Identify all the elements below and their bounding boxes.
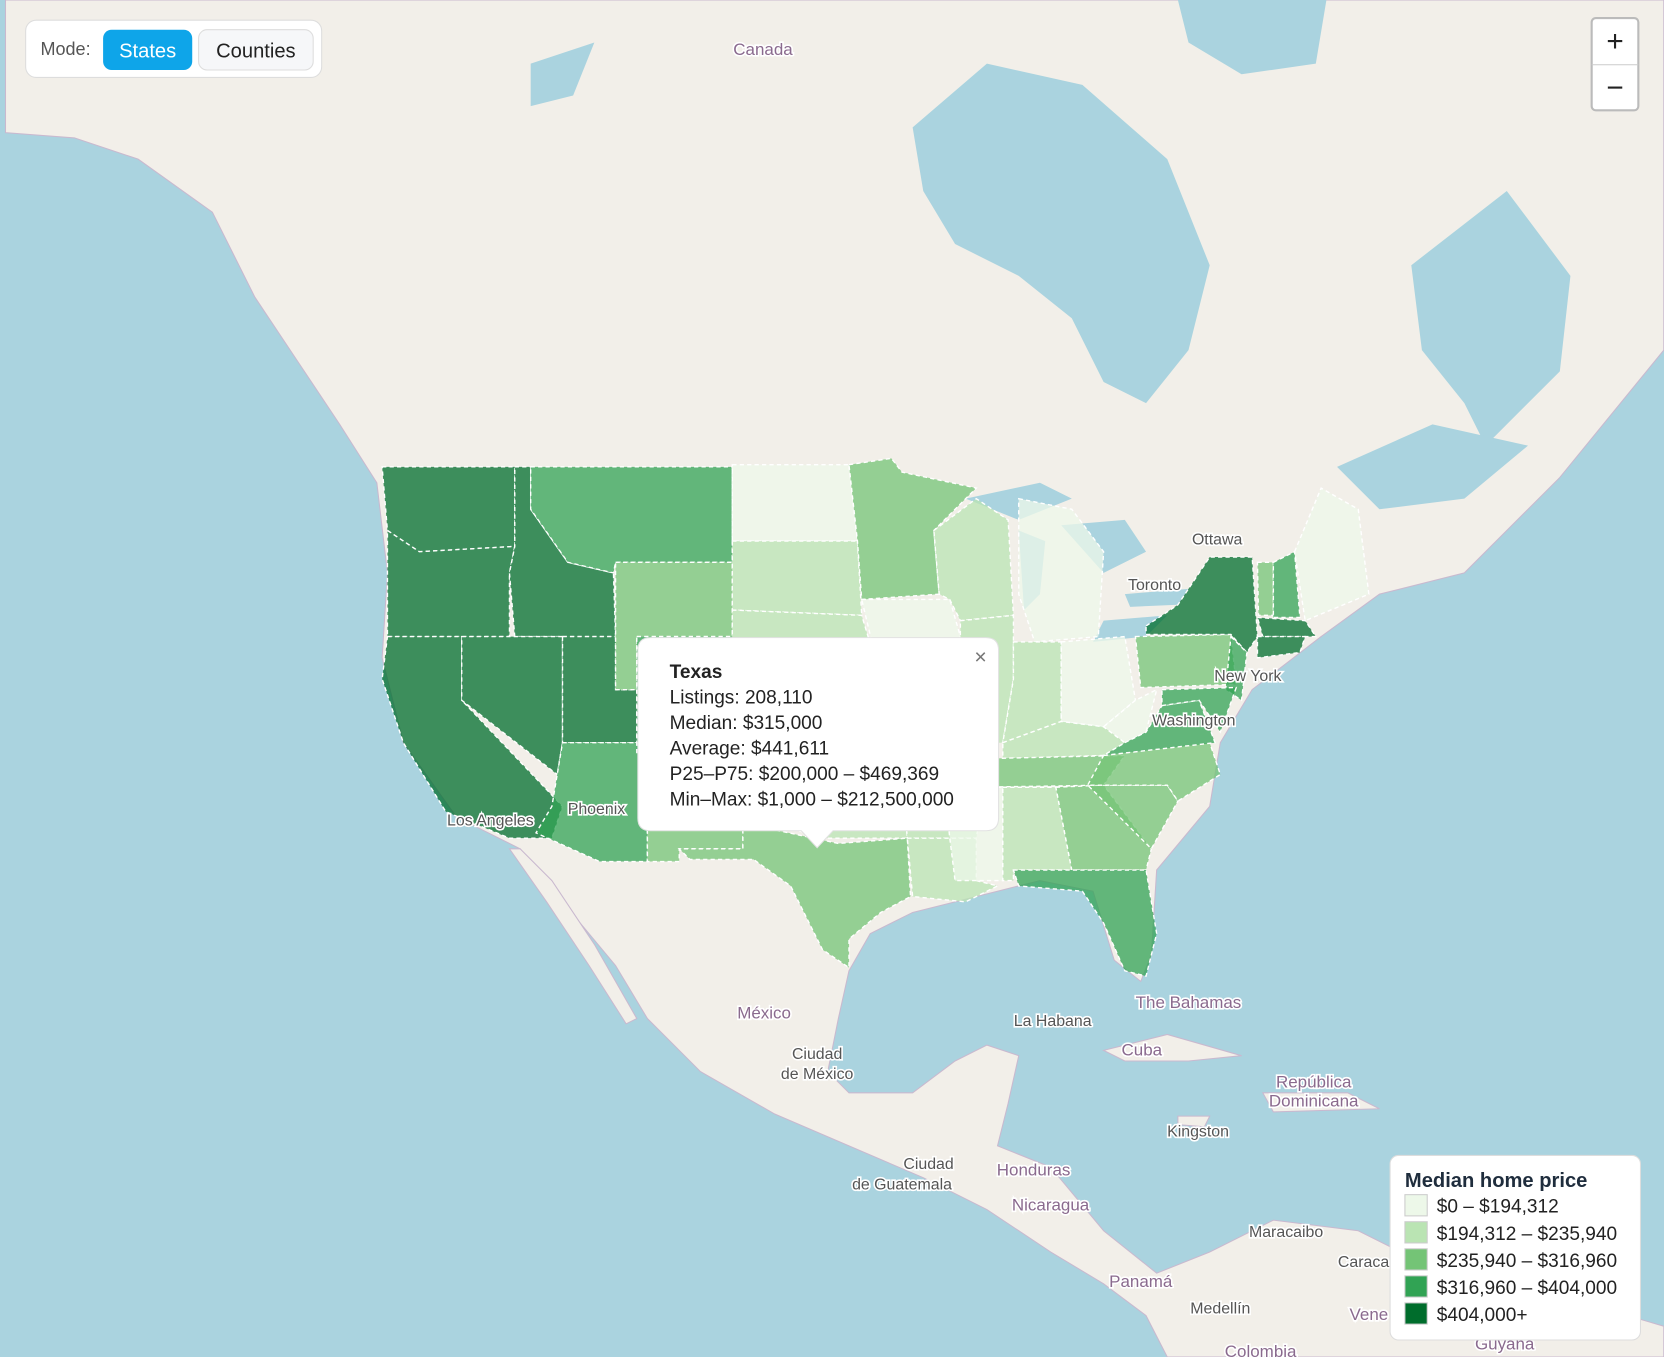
place-label: Washington: [1152, 713, 1235, 730]
place-label: Canada: [733, 40, 793, 59]
popup-line: Average: $441,611: [670, 738, 829, 759]
place-label: Vene: [1350, 1305, 1389, 1324]
counties-button-label[interactable]: Counties: [216, 40, 296, 62]
place-label: Ciudad: [903, 1156, 953, 1173]
state[interactable]: [1293, 487, 1370, 622]
state[interactable]: [1272, 550, 1301, 619]
mode-label: Mode:: [41, 39, 91, 59]
states: [381, 457, 1370, 977]
zoom-in[interactable]: +: [1606, 25, 1623, 58]
state[interactable]: [1256, 616, 1318, 638]
place-label: Medellín: [1190, 1300, 1250, 1317]
state[interactable]: [1224, 635, 1248, 702]
state[interactable]: [1161, 686, 1238, 734]
state[interactable]: [731, 540, 863, 617]
state[interactable]: [1002, 720, 1127, 760]
place-label: Panamá: [1109, 1272, 1173, 1291]
state[interactable]: [1012, 869, 1158, 977]
state[interactable]: [386, 529, 516, 638]
popup-close[interactable]: ×: [974, 646, 986, 669]
zoom-panel: [1590, 16, 1640, 112]
popup-box: [637, 637, 1000, 849]
place-label: Colombia: [1225, 1342, 1297, 1357]
popup-line: P25–P75: $200,000 – $469,369: [670, 764, 939, 785]
place-label: Honduras: [997, 1161, 1071, 1180]
popup-line: Min–Max: $1,000 – $212,500,000: [670, 789, 954, 810]
states-button-label[interactable]: States: [119, 40, 176, 62]
place-label: La Habana: [1014, 1013, 1092, 1030]
state[interactable]: [1134, 633, 1237, 689]
legend-panel: [1389, 1154, 1642, 1341]
place-label: de Guatemala: [852, 1176, 952, 1193]
legend-label: $0 – $194,312: [1437, 1197, 1559, 1218]
legend-label: $316,960 – $404,000: [1437, 1278, 1617, 1299]
state[interactable]: [1256, 561, 1275, 617]
popup-lines: Listings: 208,110 Median: $315,000 Average…: [670, 687, 954, 810]
legend-swatch: [1404, 1248, 1428, 1271]
legend-swatch: [1404, 1194, 1428, 1217]
water: [530, 0, 1571, 642]
place-labels: Canada Ottawa Toronto New York Washingto…: [445, 39, 1536, 1357]
place-label: Cuba: [1122, 1041, 1163, 1060]
place-label: The Bahamas: [1136, 993, 1242, 1012]
place-label: Caraca: [1338, 1254, 1389, 1271]
place-label: México: [737, 1004, 791, 1023]
place-label: Toronto: [1128, 577, 1181, 594]
legend-label: $235,940 – $316,960: [1437, 1251, 1617, 1272]
state[interactable]: [1018, 497, 1105, 643]
state[interactable]: [731, 464, 859, 542]
counties-button[interactable]: [198, 29, 314, 71]
legend-label: $404,000+: [1437, 1305, 1528, 1326]
states-button[interactable]: [103, 29, 193, 71]
state[interactable]: [1256, 635, 1307, 659]
legend-swatch: [1404, 1275, 1428, 1298]
state[interactable]: [933, 497, 1015, 622]
place-label: República: [1276, 1073, 1352, 1092]
state[interactable]: [381, 466, 516, 553]
place-label: New York: [1214, 668, 1281, 685]
legend-swatch: [1404, 1221, 1428, 1244]
legend-title: Median home price: [1405, 1170, 1587, 1192]
state[interactable]: [1102, 688, 1158, 744]
place-label: Nicaragua: [1012, 1196, 1090, 1215]
popup-title: Texas: [670, 662, 723, 683]
popup-line: Listings: 208,110: [670, 687, 813, 708]
legend: Median home price $0 – $194,312 $194,312 …: [1389, 1154, 1642, 1341]
place-label: Maracaibo: [1249, 1224, 1323, 1241]
place-label: Ottawa: [1192, 531, 1243, 548]
place-label: de México: [781, 1066, 854, 1083]
legend-swatch: [1404, 1302, 1428, 1325]
state[interactable]: [677, 768, 912, 969]
place-label: Ciudad: [792, 1046, 842, 1063]
place-label: Phoenix: [568, 801, 626, 818]
zoom-control: + −: [1590, 16, 1640, 112]
place-label: Kingston: [1167, 1123, 1229, 1140]
popup-line: Median: $315,000: [670, 713, 823, 734]
place-label: Los Angeles: [447, 812, 534, 829]
legend-items: $0 – $194,312 $194,312 – $235,940 $235,940…: [1404, 1194, 1617, 1326]
popup: × Texas Listings: 208,110 Median: $315,00…: [637, 637, 1000, 849]
place-label: Dominicana: [1269, 1092, 1359, 1111]
legend-label: $194,312 – $235,940: [1437, 1224, 1617, 1245]
zoom-out[interactable]: −: [1606, 72, 1623, 105]
mode-control: Mode: States Counties: [25, 19, 323, 78]
